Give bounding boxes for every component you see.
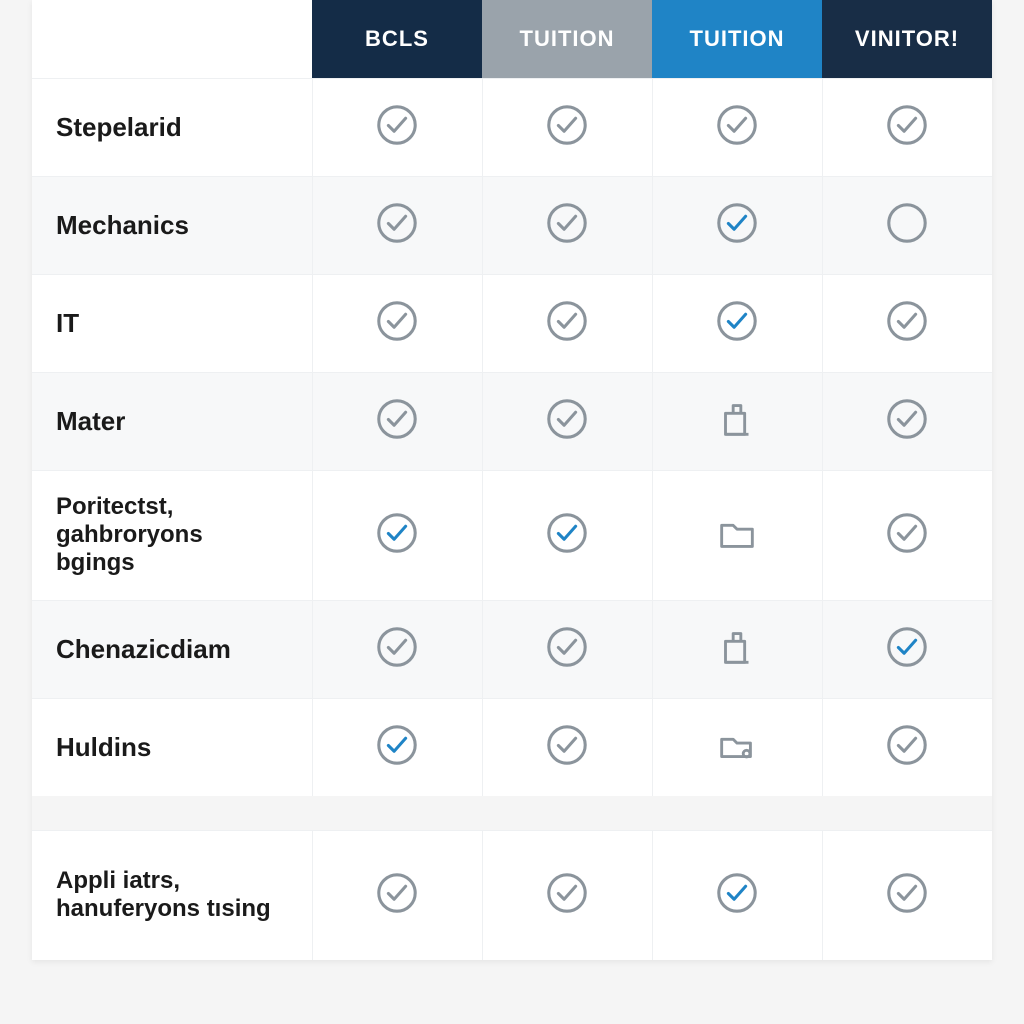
table-row: Mater (32, 372, 992, 470)
check-gray-icon (374, 331, 420, 348)
gap-row (32, 796, 992, 830)
cell-check-blue (312, 698, 482, 796)
check-gray-icon (884, 903, 930, 920)
building-icon (714, 657, 760, 674)
cell-building (652, 372, 822, 470)
cell-check-blue (312, 470, 482, 600)
building-icon (714, 429, 760, 446)
header-col-3: TUITION (652, 0, 822, 78)
cell-folder-small (652, 698, 822, 796)
comparison-table: BCLSTUITIONTUITIONVINITOR! Stepelarid Me… (32, 0, 992, 960)
cell-check-blue (822, 600, 992, 698)
cell-check-gray (482, 372, 652, 470)
header-col-1: BCLS (312, 0, 482, 78)
cell-check-gray (312, 274, 482, 372)
row-label: IT (32, 274, 312, 372)
check-gray-icon (544, 233, 590, 250)
cell-circle-empty (822, 176, 992, 274)
row-label: Chenazicdiam (32, 600, 312, 698)
row-label: Mechanics (32, 176, 312, 274)
row-label: Stepelarid (32, 78, 312, 176)
check-gray-icon (544, 331, 590, 348)
check-gray-icon (884, 429, 930, 446)
header-empty (32, 0, 312, 78)
cell-check-gray (482, 698, 652, 796)
table-row: Chenazicdiam (32, 600, 992, 698)
check-gray-icon (374, 135, 420, 152)
check-blue-icon (374, 755, 420, 772)
cell-check-gray (652, 78, 822, 176)
cell-building (652, 600, 822, 698)
check-gray-icon (544, 755, 590, 772)
cell-check-gray (312, 372, 482, 470)
table-row: Stepelarid (32, 78, 992, 176)
table-row: IT (32, 274, 992, 372)
row-label: Appli iatrs, hanuferyons tısing (32, 830, 312, 960)
cell-check-gray (312, 78, 482, 176)
cell-check-blue (482, 470, 652, 600)
header-col-2: TUITION (482, 0, 652, 78)
row-label: Mater (32, 372, 312, 470)
check-gray-icon (374, 233, 420, 250)
folder-icon (714, 543, 760, 560)
check-gray-icon (544, 429, 590, 446)
comparison-table-container: BCLSTUITIONTUITIONVINITOR! Stepelarid Me… (32, 0, 992, 960)
check-blue-icon (884, 657, 930, 674)
cell-check-gray (822, 698, 992, 796)
check-gray-icon (544, 135, 590, 152)
cell-check-gray (312, 830, 482, 960)
check-gray-icon (374, 903, 420, 920)
check-blue-icon (544, 543, 590, 560)
cell-check-gray (312, 176, 482, 274)
cell-check-blue (652, 176, 822, 274)
table-row: Appli iatrs, hanuferyons tısing (32, 830, 992, 960)
cell-check-gray (482, 176, 652, 274)
check-gray-icon (544, 657, 590, 674)
row-label: Huldins (32, 698, 312, 796)
check-gray-icon (374, 657, 420, 674)
cell-check-gray (482, 600, 652, 698)
header-col-4: VINITOR! (822, 0, 992, 78)
cell-folder (652, 470, 822, 600)
row-label: Poritectst, gahbroryons bgings (32, 470, 312, 600)
check-gray-icon (884, 331, 930, 348)
check-gray-icon (884, 543, 930, 560)
check-gray-icon (544, 903, 590, 920)
cell-check-gray (822, 78, 992, 176)
cell-check-gray (822, 830, 992, 960)
check-gray-icon (884, 755, 930, 772)
check-blue-icon (374, 543, 420, 560)
check-gray-icon (884, 135, 930, 152)
table-row: Huldins (32, 698, 992, 796)
table-row: Poritectst, gahbroryons bgings (32, 470, 992, 600)
check-gray-icon (374, 429, 420, 446)
cell-check-gray (312, 600, 482, 698)
table-header: BCLSTUITIONTUITIONVINITOR! (32, 0, 992, 78)
cell-check-gray (822, 372, 992, 470)
cell-check-gray (482, 830, 652, 960)
table-body: Stepelarid Mechanics IT (32, 78, 992, 960)
folder-small-icon (714, 755, 760, 772)
table-row: Mechanics (32, 176, 992, 274)
cell-check-gray (822, 470, 992, 600)
cell-check-blue (652, 830, 822, 960)
cell-check-blue (652, 274, 822, 372)
cell-check-gray (482, 274, 652, 372)
cell-check-gray (482, 78, 652, 176)
check-blue-icon (714, 903, 760, 920)
circle-empty-icon (884, 233, 930, 250)
check-blue-icon (714, 233, 760, 250)
check-gray-icon (714, 135, 760, 152)
check-blue-icon (714, 331, 760, 348)
cell-check-gray (822, 274, 992, 372)
